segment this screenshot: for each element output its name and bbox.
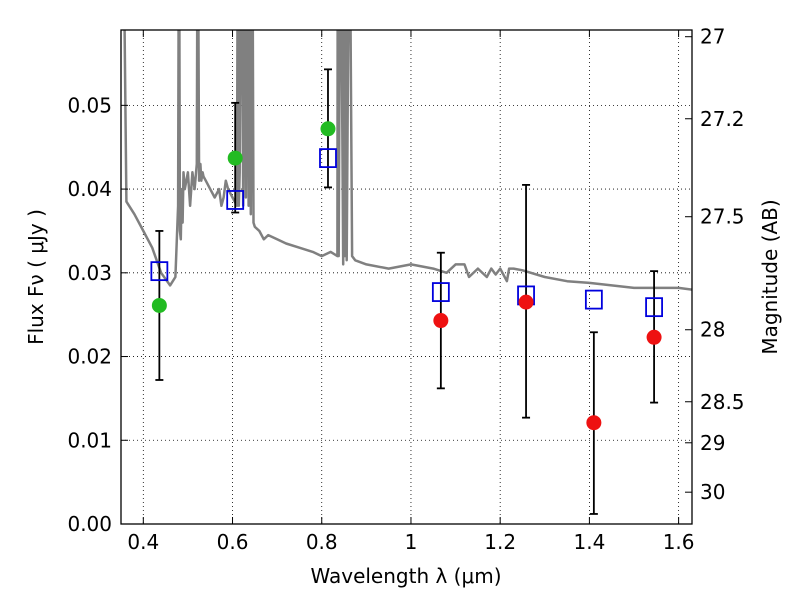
model-flux-square [645, 297, 663, 318]
observed-flux-point [433, 313, 449, 329]
y-tick-label: 0.00 [67, 512, 112, 536]
plot-area [123, 30, 692, 515]
observed-flux-point [227, 150, 243, 166]
y-tick-label: 0.03 [67, 261, 112, 285]
model-flux-square [584, 289, 603, 310]
y-tick-label: 0.04 [67, 177, 112, 201]
axis-ticks: 0.4 0.6 0.8 1 1.2 1.4 1.6 0.00 0.01 0.02 0.03 0.04 0… [67, 25, 744, 554]
right-tick-label: 27 [700, 25, 725, 49]
grid-lines [121, 30, 692, 525]
model-flux-square [226, 190, 245, 210]
y-tick-label: 0.02 [67, 345, 112, 369]
x-tick-label: 1 [405, 530, 418, 554]
right-tick-label: 30 [700, 480, 725, 504]
x-tick-label: 0.8 [306, 530, 338, 554]
model-flux-square [150, 261, 169, 282]
x-tick-label: 0.4 [127, 530, 159, 554]
right-tick-label: 28 [700, 318, 725, 342]
y-tick-label: 0.05 [67, 93, 112, 117]
observed-flux-point [518, 294, 534, 310]
x-tick-label: 1.6 [663, 530, 695, 554]
observed-flux-point [320, 121, 336, 137]
y-axis-title: Flux Fν ( μJy ) [24, 209, 48, 345]
right-tick-label: 29 [700, 431, 725, 455]
right-tick-label: 28.5 [700, 390, 745, 414]
model-flux-square [319, 148, 337, 169]
right-tick-label: 27.2 [700, 107, 745, 131]
x-tick-label: 1.4 [573, 530, 605, 554]
right-axis-title: Magnitude (AB) [758, 199, 782, 354]
right-tick-label: 27.5 [700, 205, 745, 229]
y-tick-label: 0.01 [67, 428, 112, 452]
x-tick-label: 0.6 [217, 530, 249, 554]
x-axis-title: Wavelength λ (μm) [310, 564, 501, 588]
observed-flux-point [586, 415, 602, 431]
observed-flux-point [151, 297, 167, 313]
model-flux-square [431, 282, 450, 302]
plot-frame [120, 29, 693, 525]
model-spectrum-line [123, 30, 692, 291]
x-tick-label: 1.2 [484, 530, 516, 554]
observed-flux-point [646, 329, 662, 345]
